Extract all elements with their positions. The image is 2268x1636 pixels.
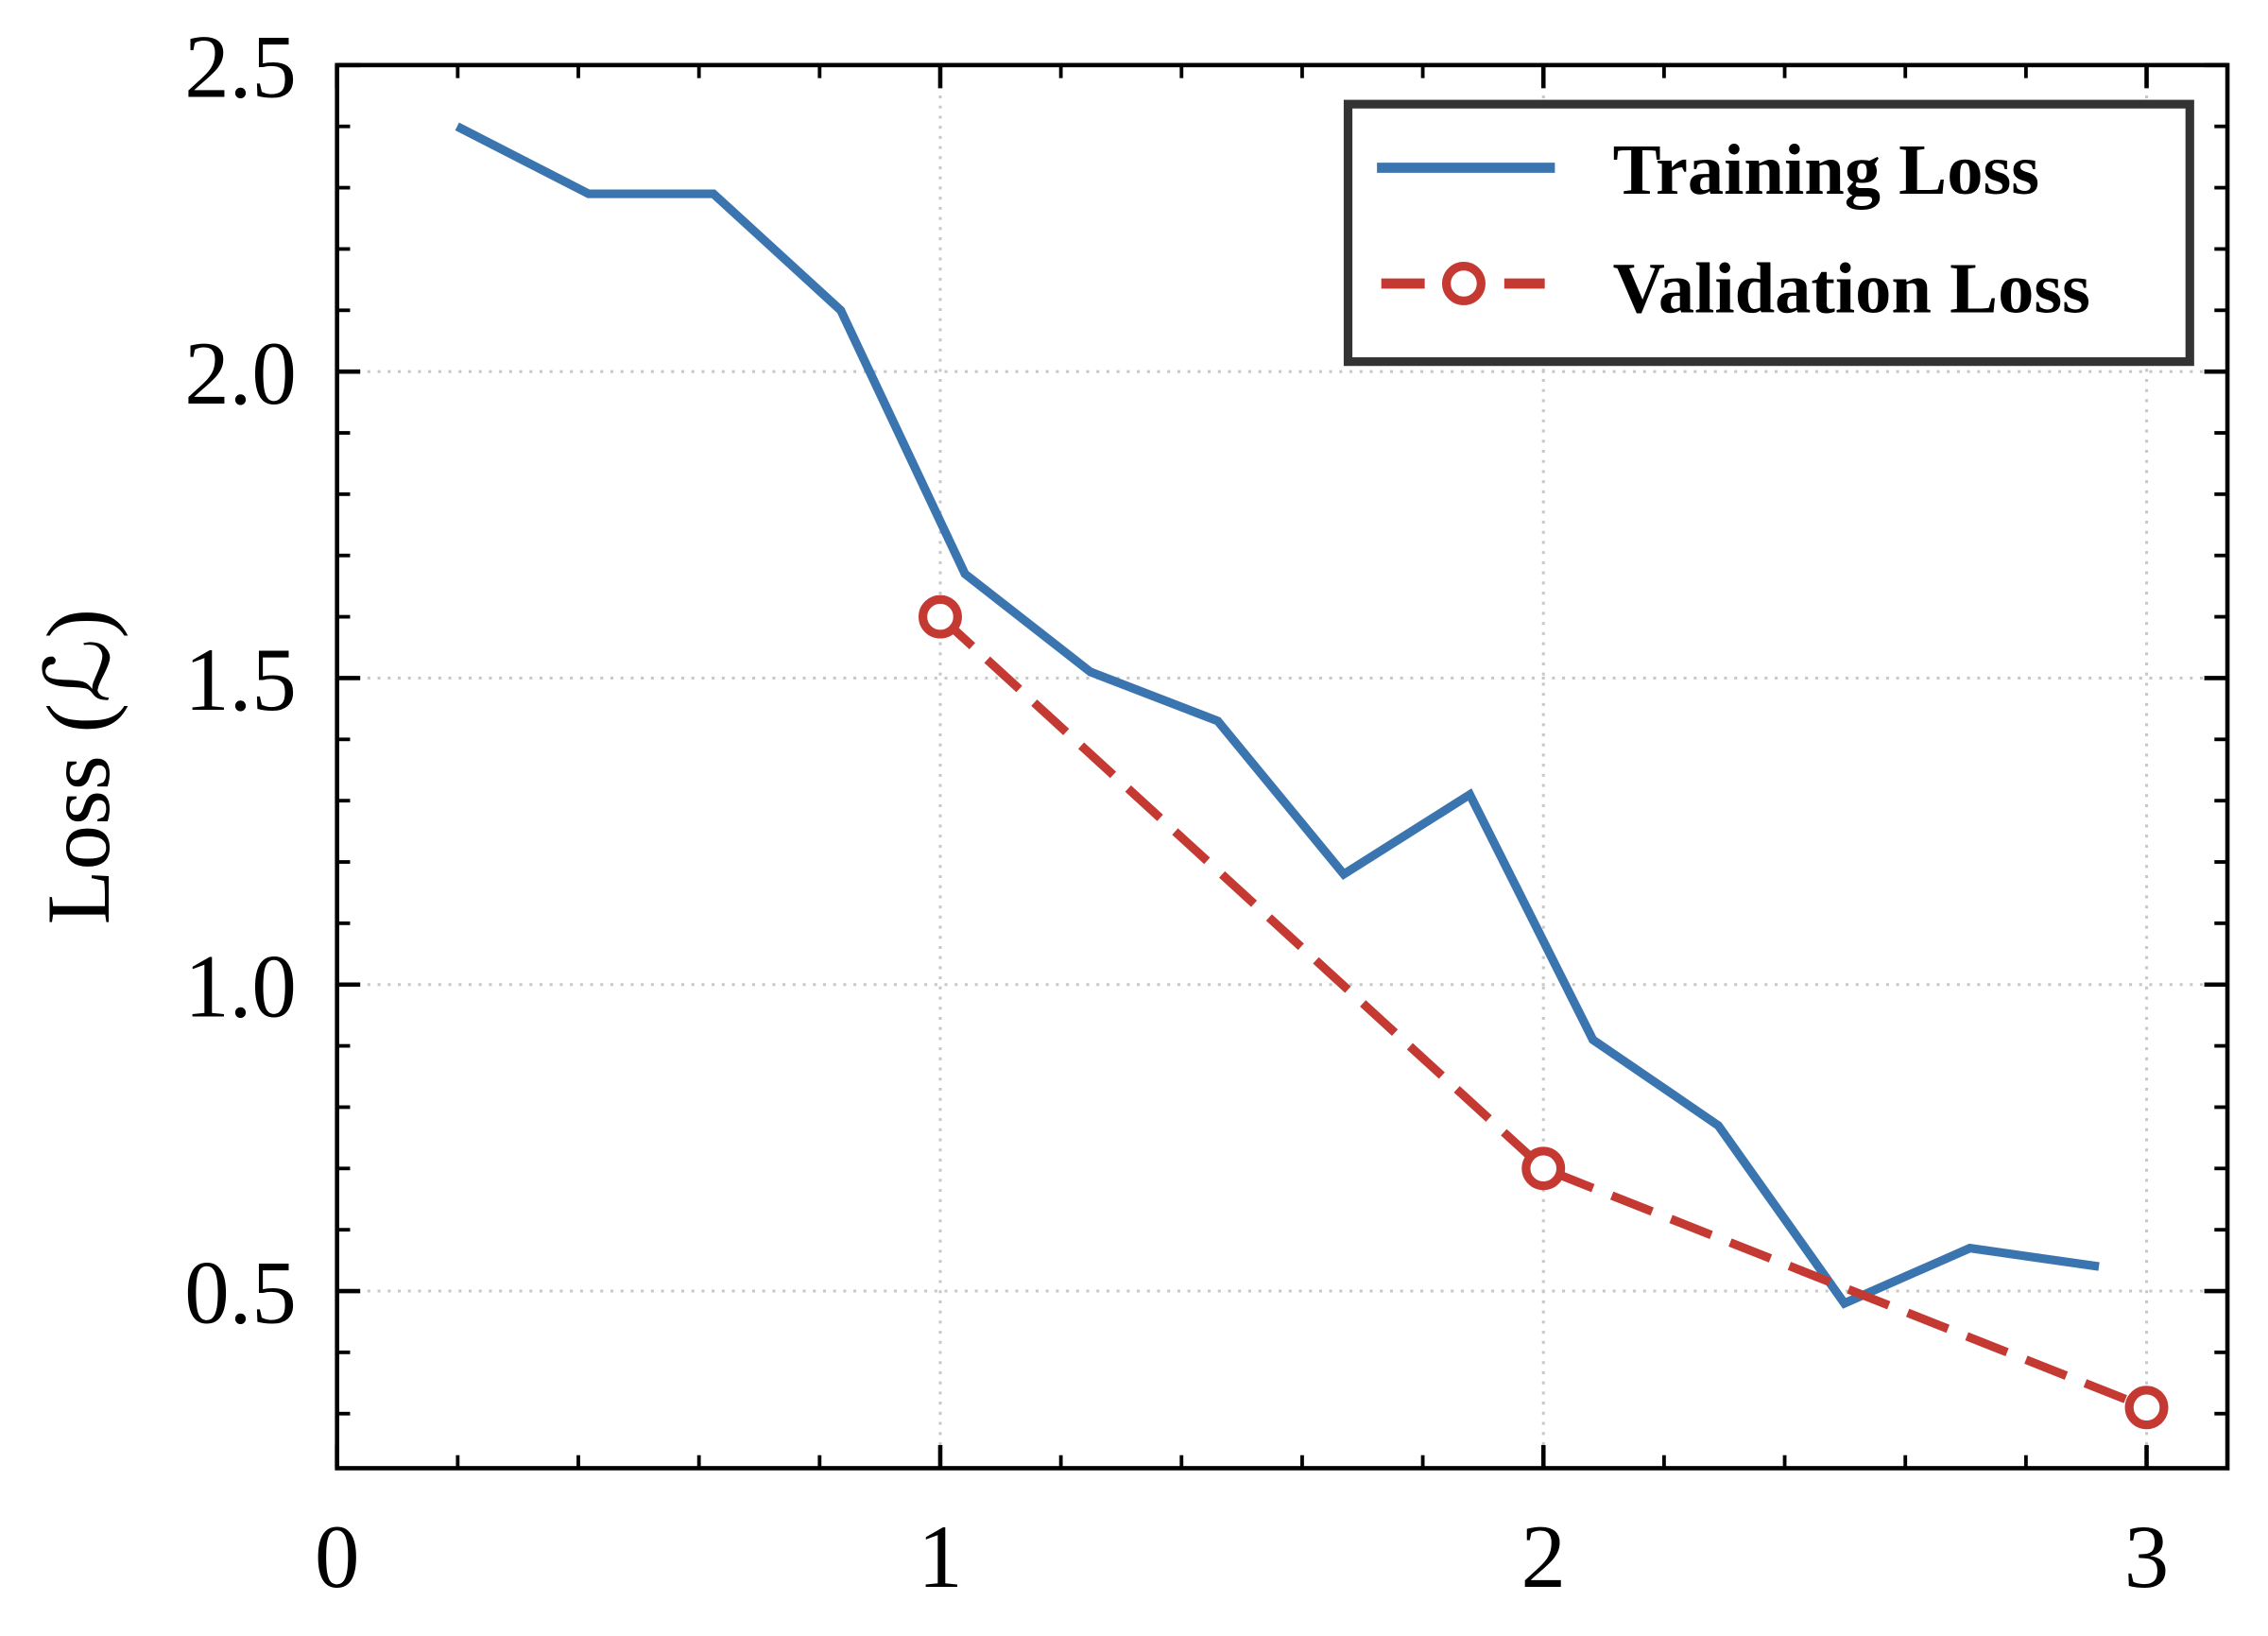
y-tick-label: 1.5 bbox=[184, 629, 297, 730]
validation-loss-line bbox=[936, 613, 2149, 1412]
validation-loss-marker bbox=[919, 594, 962, 639]
y-tick-label: 0.5 bbox=[184, 1243, 297, 1343]
legend-marker-validation bbox=[1441, 262, 1486, 305]
x-tick-label: 1 bbox=[918, 1507, 962, 1607]
y-tick-label: 2.0 bbox=[184, 323, 297, 423]
training-loss-line bbox=[455, 122, 2100, 1309]
validation-loss-marker bbox=[1521, 1146, 1566, 1191]
y-tick-labels: 0.5 1.0 1.5 2.0 2.5 bbox=[184, 17, 297, 1343]
series bbox=[455, 122, 2169, 1430]
legend-box bbox=[1343, 99, 2194, 367]
legend-label-validation: Validation Loss bbox=[1613, 249, 2090, 329]
y-axis-label: Loss (ℒ) bbox=[28, 609, 129, 924]
legend-label-training: Training Loss bbox=[1613, 129, 2039, 210]
plot-frame bbox=[335, 62, 2230, 1471]
x-tick-label: 2 bbox=[1521, 1507, 1566, 1607]
y-tick-label: 1.0 bbox=[184, 936, 297, 1036]
legend: Training Loss Validation Loss bbox=[1343, 99, 2194, 367]
y-tick-label: 2.5 bbox=[184, 17, 297, 117]
validation-loss-marker bbox=[2124, 1386, 2169, 1430]
x-tick-label: 0 bbox=[315, 1507, 359, 1607]
x-tick-labels: 0 1 2 3 bbox=[315, 1507, 2169, 1607]
x-tick-label: 3 bbox=[2124, 1507, 2169, 1607]
